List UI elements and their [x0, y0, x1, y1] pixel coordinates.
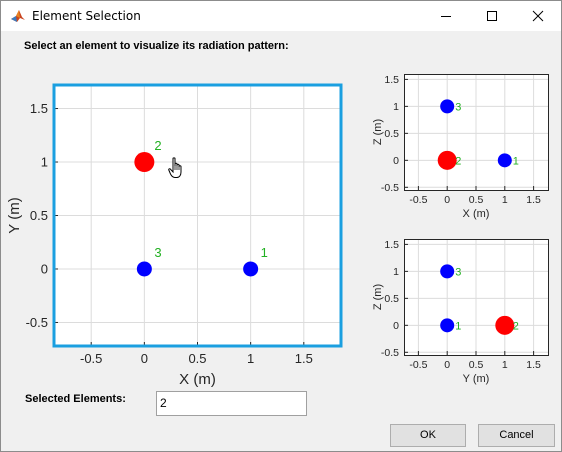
y-tick-label: -0.5 [26, 315, 48, 330]
x-tick-label: -0.5 [80, 351, 102, 366]
x-tick-label: 1.5 [295, 351, 313, 366]
y-axis-label: Y (m) [6, 197, 23, 233]
y-axis-label: Z (m) [372, 284, 384, 310]
y-tick-label: -0.5 [381, 347, 399, 359]
selected-elements-field[interactable]: 2 [156, 391, 307, 416]
x-axis-label: X (m) [463, 208, 490, 220]
element-marker [440, 318, 455, 333]
y-tick-label: 0 [41, 261, 48, 276]
element-label: 1 [455, 320, 461, 332]
cancel-button[interactable]: Cancel [478, 424, 555, 447]
x-axis-label: Y (m) [463, 373, 490, 385]
selected-element-marker [437, 150, 457, 170]
y-tick-label: 1 [393, 266, 399, 278]
axes-frame [404, 74, 549, 191]
xz-axes: -0.5 0 0.5 1 1.5 -0.5 0 0.5 1 1.5 X (m) Z (m) 1 2 3 [372, 74, 549, 220]
element-label: 2 [154, 138, 161, 153]
element-label: 1 [513, 155, 519, 167]
maximize-icon [487, 11, 497, 21]
element-marker [136, 261, 152, 277]
x-tick-label: 0.5 [469, 359, 484, 371]
x-tick-label: 0 [444, 194, 450, 206]
y-tick-label: 1 [393, 101, 399, 113]
y-axis-label: Z (m) [372, 119, 384, 145]
x-tick-label: -0.5 [409, 194, 427, 206]
y-tick-label: 0 [393, 320, 399, 332]
instruction-text: Select an element to visualize its radia… [24, 40, 289, 52]
element-label: 2 [513, 320, 519, 332]
window-title: Element Selection [32, 9, 141, 23]
minimize-icon [441, 16, 451, 17]
y-tick-label: 1 [41, 155, 48, 170]
close-icon [532, 10, 544, 22]
selected-elements-label: Selected Elements: [25, 393, 126, 405]
matlab-logo-icon [10, 8, 26, 24]
y-tick-label: 0.5 [384, 293, 399, 305]
element-marker [243, 261, 259, 277]
axes-frame [404, 239, 549, 356]
y-tick-label: -0.5 [381, 182, 399, 194]
x-tick-label: 0 [141, 351, 148, 366]
element-label: 1 [261, 245, 268, 260]
y-tick-label: 1.5 [384, 239, 399, 251]
x-tick-label: 1.5 [526, 194, 541, 206]
x-tick-label: 0 [444, 359, 450, 371]
x-tick-label: 0.5 [188, 351, 206, 366]
main-axes[interactable]: -0.5 0 0.5 1 1.5 -0.5 0 0.5 1 1.5 X (m) Y (m) 1 2 3 [6, 83, 343, 388]
y-tick-label: 1.5 [384, 74, 399, 86]
x-tick-label: 1 [502, 359, 508, 371]
yz-axes: -0.5 0 0.5 1 1.5 -0.5 0 0.5 1 1.5 Y (m) Z (m) 1 2 3 [372, 239, 549, 385]
ok-button[interactable]: OK [390, 424, 466, 447]
y-tick-label: 0.5 [384, 128, 399, 140]
selected-element-marker [495, 315, 515, 335]
element-label: 3 [455, 101, 461, 113]
selected-element-marker [134, 152, 155, 173]
x-axis-label: X (m) [179, 371, 216, 388]
x-tick-label: 1.5 [526, 359, 541, 371]
x-tick-label: -0.5 [409, 359, 427, 371]
element-marker [440, 264, 455, 279]
close-button[interactable] [515, 1, 561, 31]
maximize-button[interactable] [469, 1, 515, 31]
element-label: 2 [455, 155, 461, 167]
element-marker [440, 99, 455, 114]
y-tick-label: 0 [393, 155, 399, 167]
element-label: 3 [154, 245, 161, 260]
axes-frame-selected [52, 83, 343, 348]
minimize-button[interactable] [423, 1, 469, 31]
x-tick-label: 1 [502, 194, 508, 206]
title-bar: Element Selection [1, 1, 561, 31]
x-tick-label: 1 [247, 351, 254, 366]
y-tick-label: 0.5 [30, 208, 48, 223]
element-label: 3 [455, 266, 461, 278]
y-tick-label: 1.5 [30, 101, 48, 116]
hand-cursor-icon [168, 157, 182, 178]
x-tick-label: 0.5 [469, 194, 484, 206]
element-marker [497, 153, 512, 168]
